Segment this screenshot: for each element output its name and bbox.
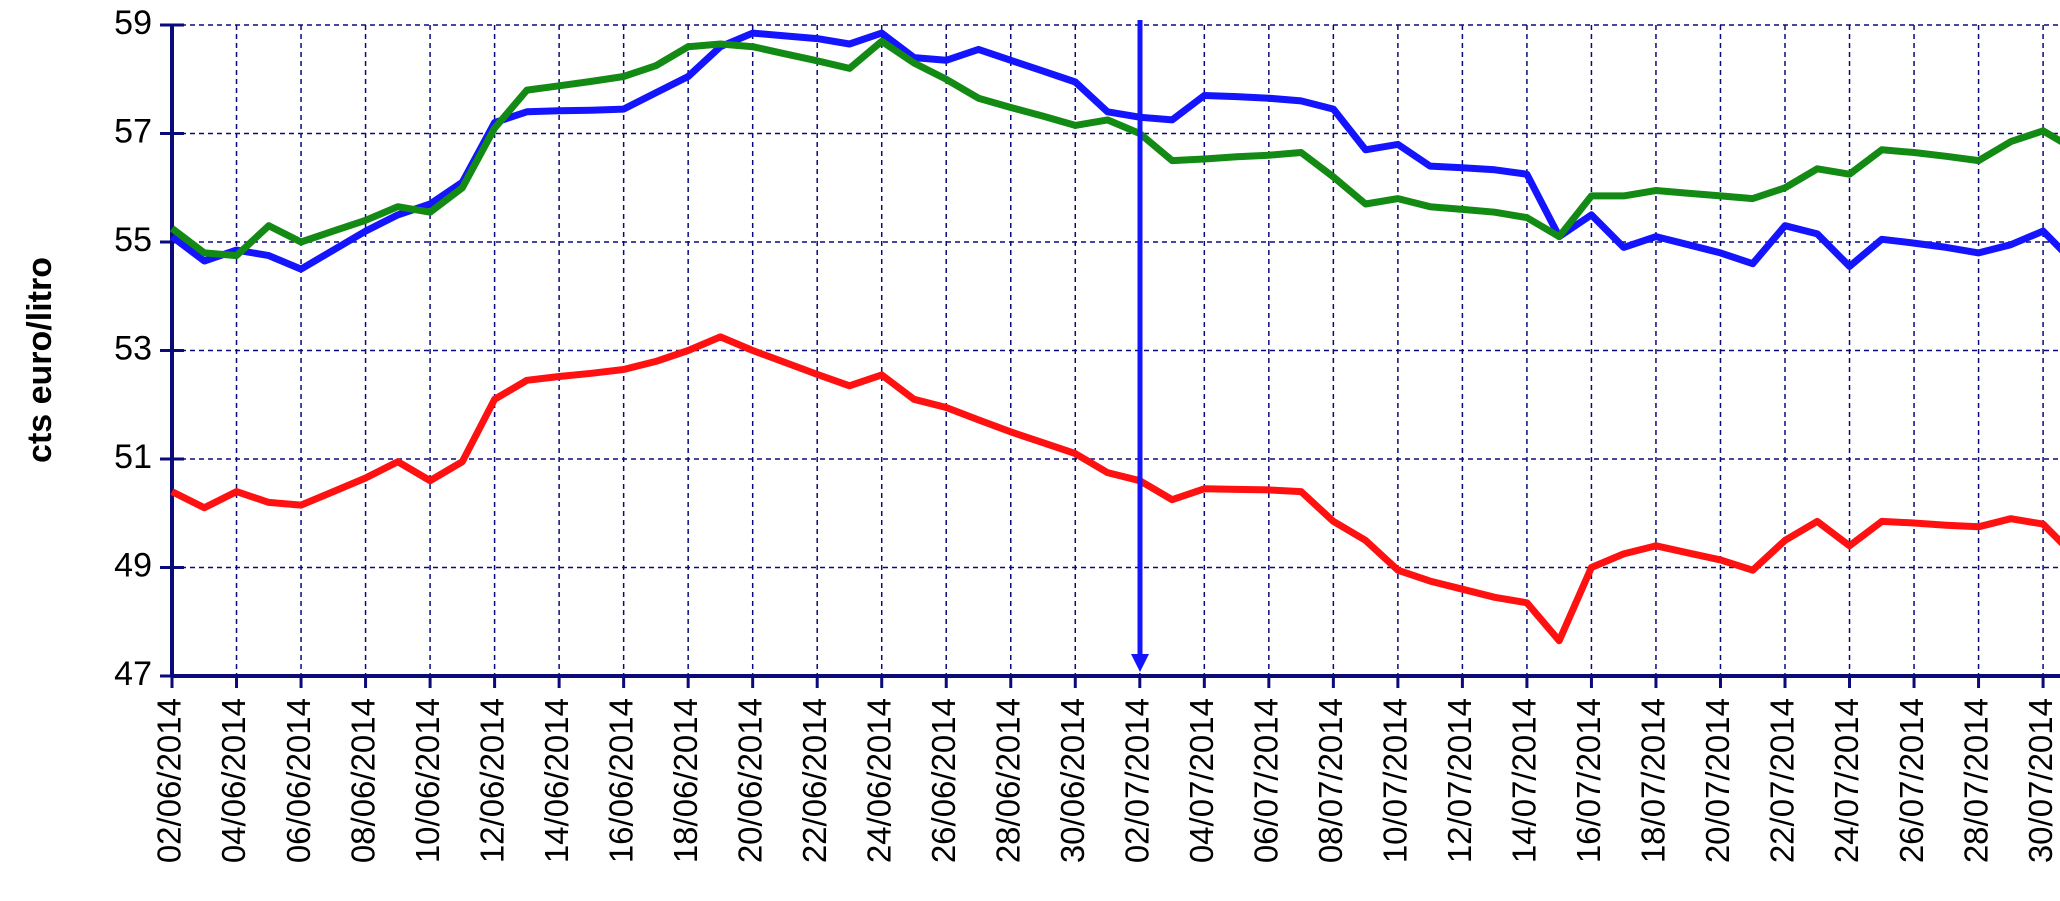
x-tick-label: 08/07/2014 — [1312, 698, 1349, 863]
x-tick-label: 02/07/2014 — [1119, 698, 1156, 863]
x-tick-label: 06/06/2014 — [280, 698, 317, 863]
x-tick-label: 10/06/2014 — [409, 698, 446, 863]
x-tick-label: 24/06/2014 — [860, 698, 897, 863]
x-tick-label: 04/07/2014 — [1183, 698, 1220, 863]
x-tick-label: 18/07/2014 — [1635, 698, 1672, 863]
x-tick-label: 12/06/2014 — [473, 698, 510, 863]
plot-area: 47 49 51 53 55 57 59 02/06/2014 04/06/2014 06/06/… — [114, 4, 2060, 863]
y-tick-label: 49 — [114, 546, 152, 584]
y-tick-label: 51 — [114, 438, 152, 476]
y-tick-label: 59 — [114, 4, 152, 42]
x-tick-label: 16/06/2014 — [602, 698, 639, 863]
x-tick-label: 14/07/2014 — [1506, 698, 1543, 863]
arrow-annotation — [1131, 20, 1149, 672]
x-tick-label: 28/07/2014 — [1957, 698, 1994, 863]
y-tick-label: 55 — [114, 221, 152, 259]
x-tick-label: 20/06/2014 — [731, 698, 768, 863]
x-tick-label: 18/06/2014 — [667, 698, 704, 863]
y-tick-label: 47 — [114, 655, 152, 693]
x-tick-label: 20/07/2014 — [1699, 698, 1736, 863]
x-tick-label: 26/06/2014 — [925, 698, 962, 863]
series-line — [169, 29, 2060, 273]
series-line — [170, 333, 2060, 645]
y-tick-label: 57 — [114, 112, 152, 150]
x-tick-label: 10/07/2014 — [1377, 698, 1414, 863]
x-tick-label: 14/06/2014 — [538, 698, 575, 863]
arrow-head — [1131, 654, 1149, 672]
x-tick-label: 16/07/2014 — [1570, 698, 1607, 863]
x-tick-label: 26/07/2014 — [1893, 698, 1930, 863]
series-line — [169, 37, 2060, 260]
x-tick-label: 06/07/2014 — [1248, 698, 1285, 863]
y-tick-label: 53 — [114, 329, 152, 367]
y-axis-label: cts euro/litro — [21, 257, 59, 463]
x-tick-label: 28/06/2014 — [989, 698, 1026, 863]
x-tick-label: 22/07/2014 — [1764, 698, 1801, 863]
x-tick-label: 30/06/2014 — [1054, 698, 1091, 863]
x-tick-label: 22/06/2014 — [796, 698, 833, 863]
x-tick-label: 02/06/2014 — [151, 698, 188, 863]
x-tick-label: 12/07/2014 — [1441, 698, 1478, 863]
x-tick-label: 24/07/2014 — [1828, 698, 1865, 863]
x-tick-label: 04/06/2014 — [215, 698, 252, 863]
x-tick-label: 08/06/2014 — [344, 698, 381, 863]
x-tick-label: 30/07/2014 — [2022, 698, 2059, 863]
